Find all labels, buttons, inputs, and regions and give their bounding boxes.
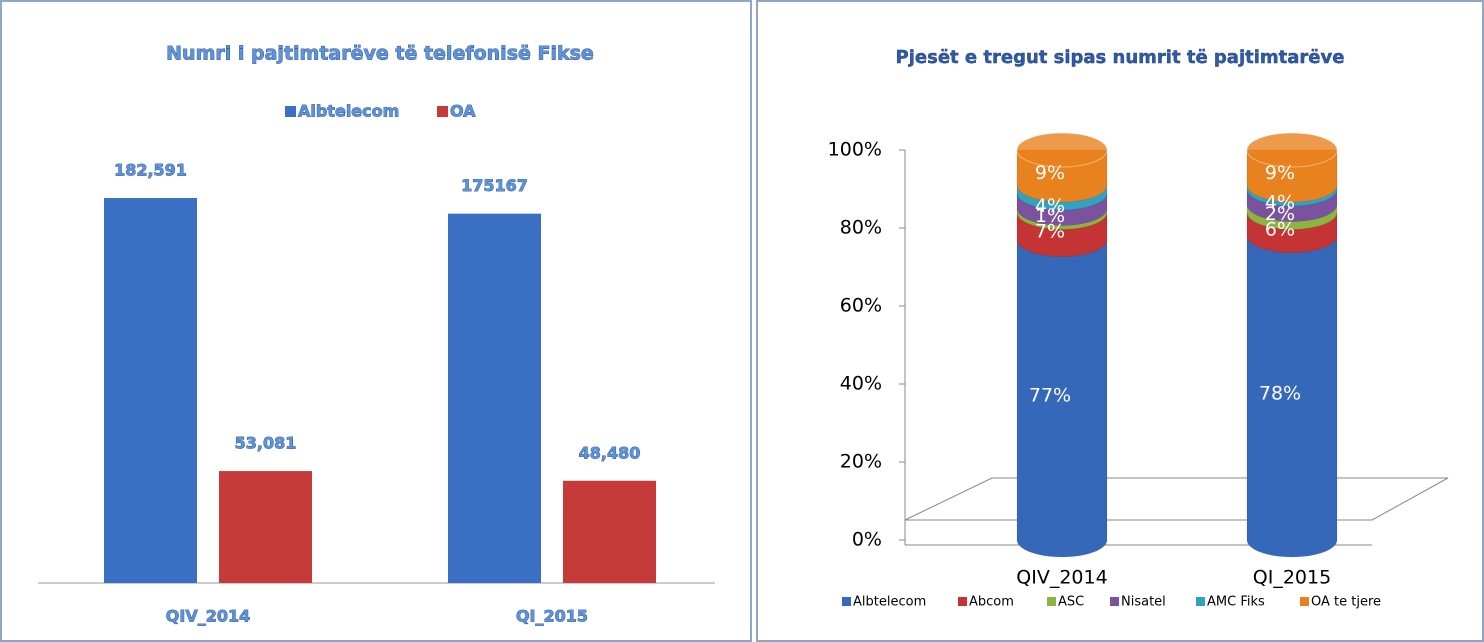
chart-title: Pjesët e tregut sipas numrit të pajtimta… (896, 47, 1345, 68)
bar (563, 480, 656, 583)
y-tick-label: 20% (840, 451, 882, 473)
legend-label: Albtelecom (298, 102, 399, 121)
bar (219, 471, 312, 583)
legend-label: OA (450, 102, 476, 121)
value-label: 48,480 (579, 443, 641, 462)
legend-swatch (1110, 597, 1119, 606)
value-label: 182,591 (114, 161, 187, 180)
legend-swatch (1196, 597, 1205, 606)
value-label: 175167 (461, 176, 528, 195)
value-label: 7% (1035, 221, 1065, 243)
value-label: 2% (1265, 203, 1295, 225)
right-panel (756, 0, 1484, 642)
legend-swatch (958, 597, 967, 606)
value-label: 6% (1265, 219, 1295, 241)
legend-label: AMC Fiks (1207, 595, 1265, 610)
value-label: 9% (1035, 162, 1065, 184)
value-label: 78% (1259, 382, 1301, 404)
value-label: 53,081 (235, 434, 297, 453)
legend-label: ASC (1058, 595, 1084, 610)
value-label: 77% (1029, 384, 1071, 406)
value-label: 1% (1035, 205, 1065, 227)
legend-label: Abcom (969, 595, 1014, 610)
value-label: 9% (1265, 162, 1295, 184)
y-tick-label: 100% (828, 139, 882, 161)
x-tick-label: QIV_2014 (1016, 567, 1107, 589)
legend-label: OA te tjere (1311, 595, 1381, 610)
cylinder-segment (1246, 235, 1338, 558)
value-label: 4% (1035, 195, 1065, 217)
cylinder-top (1016, 132, 1108, 168)
legend-swatch (285, 106, 296, 117)
chart-title: Numri i pajtimtarëve të telefonisë Fikse (166, 43, 594, 65)
y-tick-label: 60% (840, 295, 882, 317)
x-tick-label: QI_2015 (516, 607, 588, 626)
legend-swatch (437, 106, 448, 117)
legend-swatch (1047, 597, 1056, 606)
legend-label: Albtelecom (853, 595, 926, 610)
y-tick-label: 0% (852, 529, 882, 551)
y-tick-label: 40% (840, 373, 882, 395)
legend-swatch (842, 597, 851, 606)
cylinder-top (1246, 132, 1338, 168)
bar (104, 198, 197, 583)
cylinder-segment (1016, 239, 1108, 558)
y-tick-label: 80% (840, 217, 882, 239)
legend-swatch (1300, 597, 1309, 606)
value-label: 4% (1265, 191, 1295, 213)
bar (448, 213, 541, 583)
x-tick-label: QIV_2014 (166, 607, 250, 626)
x-tick-label: QI_2015 (1253, 567, 1331, 589)
floor (904, 477, 1449, 521)
legend-label: Nisatel (1121, 595, 1166, 610)
